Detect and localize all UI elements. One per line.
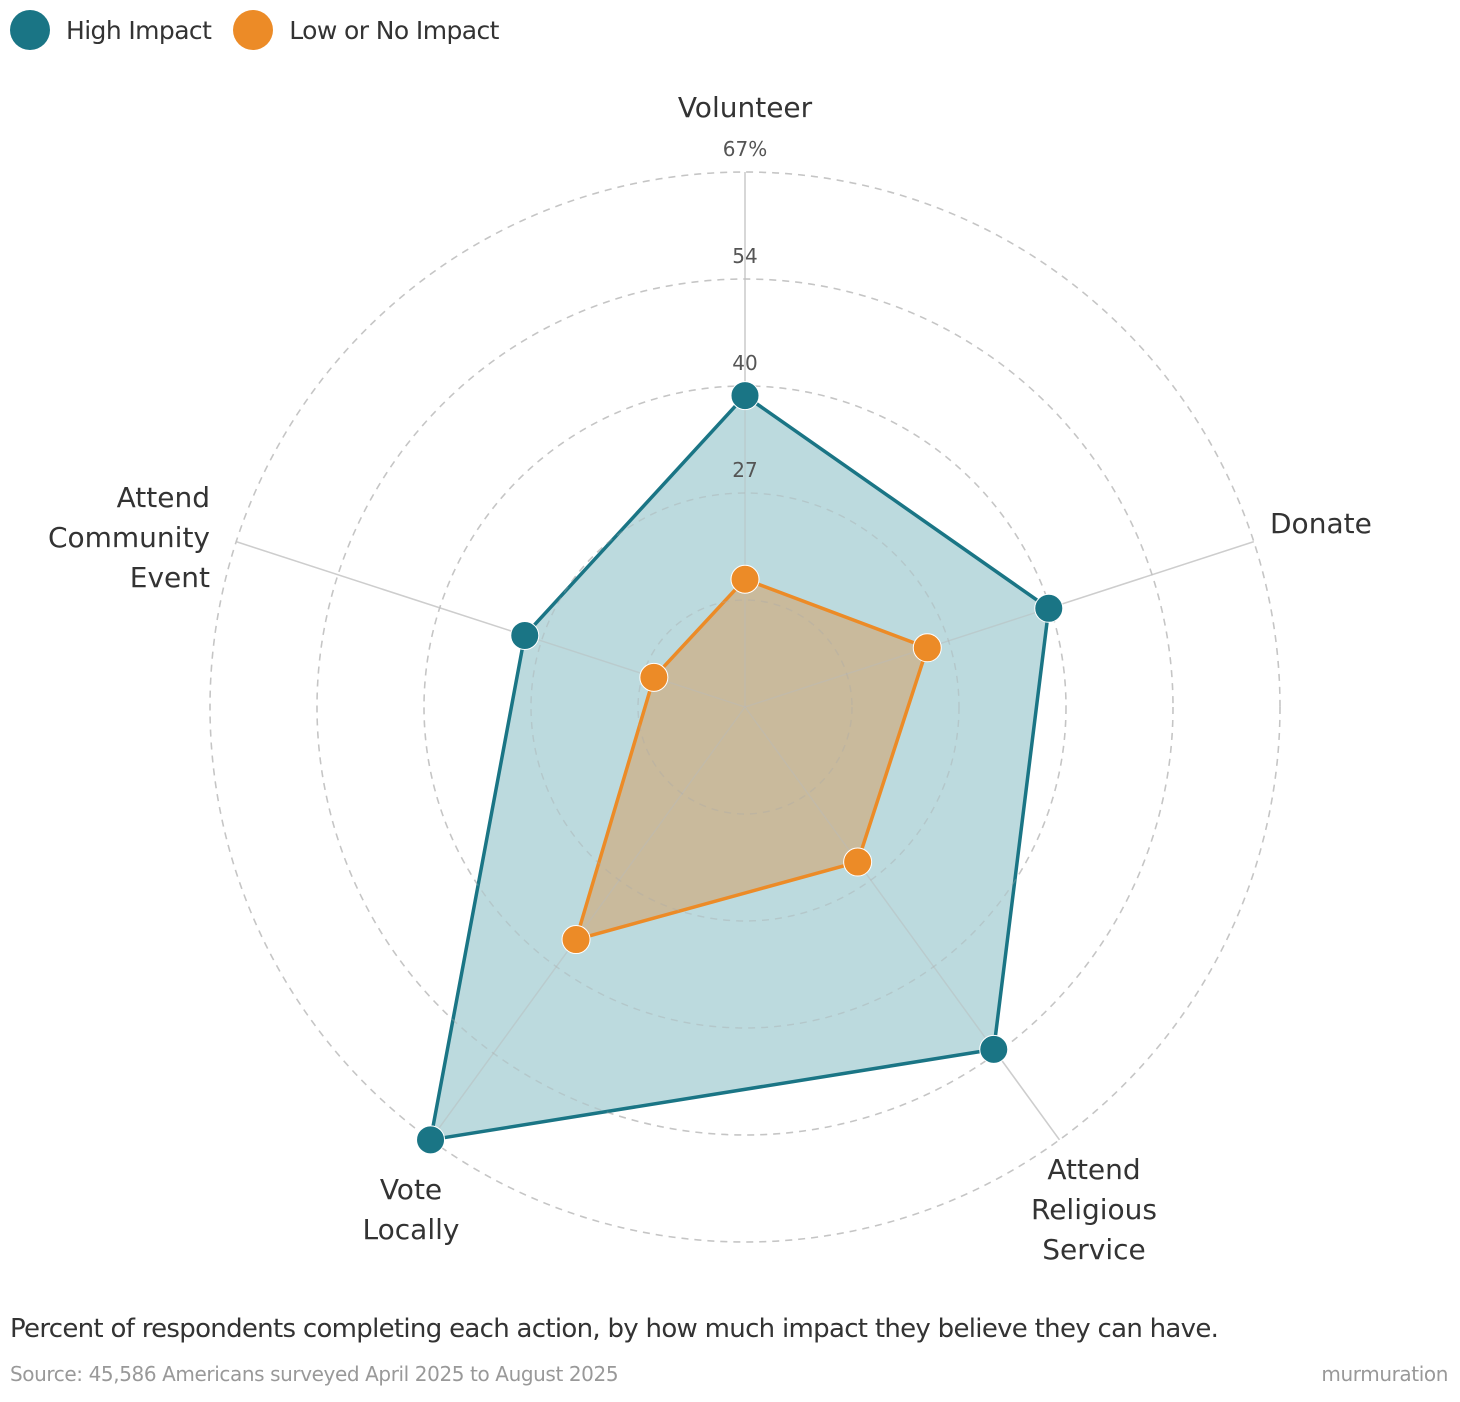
data-point-0-1	[1034, 593, 1064, 623]
grid-circle-overlay	[316, 278, 1174, 1136]
axis-label: Vote Locally	[363, 1173, 460, 1246]
tick-label: 40	[732, 351, 757, 375]
legend-swatch-high-impact	[10, 10, 50, 50]
data-point-1-3	[561, 925, 591, 955]
data-point-0-2	[979, 1034, 1009, 1064]
axis-label: Donate	[1270, 507, 1372, 540]
grid-circle-overlay	[530, 492, 960, 922]
axis-label: Attend Religious Service	[1031, 1153, 1157, 1266]
grid-circle	[209, 171, 1281, 1243]
grid-circle-overlay	[637, 599, 853, 815]
tick-label: 67%	[723, 137, 767, 161]
legend-label-high-impact: High Impact	[66, 15, 212, 45]
legend-item-high-impact[interactable]: High Impact	[10, 10, 212, 50]
data-point-1-0	[730, 564, 760, 594]
axis-label: Attend Community Event	[48, 481, 210, 594]
tick-label: 54	[732, 244, 757, 268]
legend-label-low-impact: Low or No Impact	[289, 15, 499, 45]
legend: High Impact Low or No Impact	[10, 10, 521, 50]
brand-name: murmuration	[1321, 1362, 1448, 1386]
axis-spoke-overlay	[744, 541, 1255, 708]
data-point-0-0	[730, 381, 760, 411]
data-point-1-2	[843, 847, 873, 877]
data-point-1-4	[639, 662, 669, 692]
axis-spoke-overlay	[429, 706, 746, 1141]
tick-label: 27	[732, 458, 757, 482]
axis-label: Volunteer	[678, 91, 813, 124]
legend-item-low-impact[interactable]: Low or No Impact	[233, 10, 499, 50]
data-point-1-1	[912, 633, 942, 663]
chart-caption: Percent of respondents completing each a…	[10, 1314, 1219, 1344]
source-note: Source: 45,586 Americans surveyed April …	[10, 1362, 619, 1386]
axis-spoke-overlay	[744, 706, 1061, 1141]
legend-swatch-low-impact	[233, 10, 274, 50]
data-point-0-4	[510, 620, 540, 650]
grid-circle-overlay	[209, 171, 1281, 1243]
radar-chart: 1327405467%VolunteerDonateAttendReligiou…	[48, 91, 1372, 1266]
data-point-0-3	[416, 1125, 446, 1155]
